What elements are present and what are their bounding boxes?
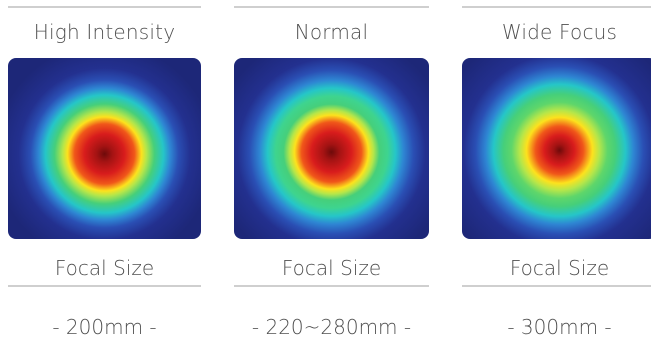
normal-beam-heatmap xyxy=(234,58,429,239)
top-divider xyxy=(8,6,201,8)
focal-size-value: - 220~280mm - xyxy=(251,315,412,339)
top-divider xyxy=(462,6,651,8)
mode-title: High Intensity xyxy=(33,20,176,44)
focal-size-label: Focal Size xyxy=(54,256,155,280)
mode-column-high-intensity: High Intensity Focal Size - 200mm - xyxy=(8,0,201,339)
focal-size-label: Focal Size xyxy=(509,256,610,280)
mode-column-wide-focus: Wide Focus Focal Size - 300mm - xyxy=(462,0,651,339)
middle-divider xyxy=(8,285,201,287)
mode-column-normal: Normal Focal Size - 220~280mm - xyxy=(234,0,429,339)
wide-focus-beam-heatmap xyxy=(462,58,651,239)
high-intensity-beam-heatmap xyxy=(8,58,201,239)
focal-size-label: Focal Size xyxy=(281,256,382,280)
focal-size-value: - 300mm - xyxy=(507,315,612,339)
focal-size-value: - 200mm - xyxy=(52,315,157,339)
mode-title: Wide Focus xyxy=(501,20,618,44)
top-divider xyxy=(234,6,429,8)
middle-divider xyxy=(234,285,429,287)
middle-divider xyxy=(462,285,651,287)
mode-title: Normal xyxy=(294,20,369,44)
